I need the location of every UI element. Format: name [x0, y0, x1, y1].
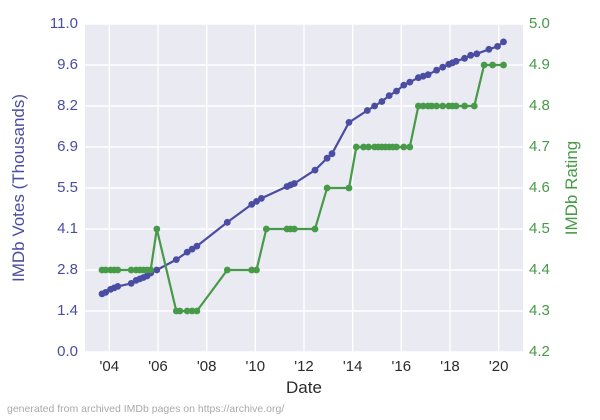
- rating-marker: [433, 102, 440, 110]
- rating-marker: [311, 225, 319, 233]
- votes-marker: [494, 43, 501, 50]
- votes-marker: [406, 78, 414, 86]
- y-right-tick-4.8: 4.8: [529, 97, 550, 114]
- votes-marker: [461, 54, 468, 62]
- y-right-tick-4.7: 4.7: [529, 138, 550, 155]
- rating-marker: [365, 143, 372, 151]
- y-left-tick-9.6: 9.6: [57, 56, 78, 73]
- x-tick-2008: '08: [196, 358, 217, 375]
- rating-marker: [193, 307, 201, 315]
- rating-marker: [480, 61, 488, 69]
- rating-marker: [439, 102, 447, 110]
- rating-marker: [419, 102, 427, 110]
- y-right-tick-5.0: 5.0: [529, 15, 550, 32]
- attribution-note: generated from archived IMDb pages on ht…: [7, 403, 285, 415]
- votes-marker: [153, 266, 161, 274]
- rating-marker: [470, 102, 478, 110]
- rating-marker: [188, 307, 196, 315]
- votes-marker: [258, 195, 265, 202]
- votes-marker: [345, 119, 353, 126]
- votes-marker: [485, 45, 493, 53]
- votes-marker: [323, 154, 331, 162]
- y-axis-label-votes: IMDb Votes (Thousands): [9, 93, 28, 283]
- x-tick-2004: '04: [99, 358, 120, 375]
- y-right-tick-4.4: 4.4: [529, 261, 550, 278]
- votes-marker: [172, 256, 180, 263]
- rating-marker: [360, 143, 367, 151]
- x-tick-2016: '16: [391, 358, 412, 375]
- rating-marker: [147, 266, 155, 274]
- rating-marker: [323, 184, 331, 192]
- votes-marker: [311, 166, 319, 174]
- y-left-tick-11.0: 11.0: [49, 15, 78, 32]
- votes-marker: [127, 280, 135, 287]
- x-axis-label-date: Date: [286, 378, 322, 397]
- rating-marker: [400, 143, 408, 151]
- y-right-tick-4.2: 4.2: [529, 343, 550, 360]
- x-tick-2006: '06: [148, 358, 168, 375]
- y-left-tick-1.4: 1.4: [57, 302, 78, 319]
- rating-marker: [127, 266, 135, 274]
- y-left-tick-5.5: 5.5: [57, 179, 78, 196]
- rating-marker: [290, 225, 298, 233]
- rating-marker: [153, 225, 161, 233]
- rating-marker: [114, 266, 122, 274]
- rating-marker: [176, 307, 184, 315]
- votes-marker: [253, 198, 260, 205]
- votes-marker: [290, 180, 298, 187]
- votes-marker: [223, 218, 231, 226]
- y-left-tick-4.1: 4.1: [57, 220, 78, 237]
- votes-marker: [393, 87, 400, 95]
- rating-marker: [489, 61, 496, 69]
- rating-marker: [352, 143, 360, 151]
- votes-marker: [378, 98, 386, 105]
- x-tick-2014: '14: [342, 358, 363, 375]
- rating-marker: [393, 143, 400, 151]
- y-axis-label-rating: IMDb Rating: [562, 140, 581, 236]
- y-left-tick-8.2: 8.2: [57, 97, 78, 114]
- y-left-tick-2.8: 2.8: [57, 261, 78, 278]
- y-right-tick-4.9: 4.9: [529, 56, 550, 73]
- votes-marker: [452, 57, 460, 65]
- votes-marker: [424, 71, 432, 79]
- votes-marker: [439, 63, 447, 71]
- rating-marker: [452, 102, 460, 110]
- votes-marker: [500, 38, 507, 46]
- rating-marker: [428, 102, 436, 110]
- votes-marker: [433, 66, 440, 74]
- rating-marker: [461, 102, 468, 110]
- y-right-tick-4.3: 4.3: [529, 302, 550, 319]
- rating-marker: [406, 143, 414, 151]
- votes-marker: [385, 92, 393, 99]
- rating-marker: [262, 225, 270, 233]
- x-tick-2010: '10: [245, 358, 266, 375]
- rating-marker: [415, 102, 422, 110]
- votes-marker: [363, 107, 371, 114]
- rating-marker: [223, 266, 231, 274]
- rating-marker: [253, 266, 260, 274]
- y-right-tick-4.5: 4.5: [529, 220, 550, 237]
- x-tick-2018: '18: [440, 358, 460, 375]
- y-right-tick-4.6: 4.6: [529, 179, 550, 196]
- rating-marker: [102, 266, 110, 274]
- votes-marker: [328, 150, 336, 158]
- rating-marker: [183, 307, 191, 315]
- y-left-tick-6.9: 6.9: [57, 138, 78, 155]
- votes-marker: [473, 50, 481, 58]
- x-tick-2020: '20: [488, 358, 509, 375]
- votes-marker: [371, 102, 378, 110]
- rating-marker: [248, 266, 256, 274]
- rating-marker: [500, 61, 507, 69]
- votes-marker: [400, 81, 408, 89]
- votes-marker: [467, 51, 475, 59]
- votes-marker: [193, 242, 201, 250]
- votes-marker: [114, 283, 122, 290]
- y-left-tick-0.0: 0.0: [57, 343, 78, 360]
- votes-marker: [183, 248, 191, 256]
- rating-marker: [345, 184, 353, 192]
- x-tick-2012: '12: [294, 358, 314, 375]
